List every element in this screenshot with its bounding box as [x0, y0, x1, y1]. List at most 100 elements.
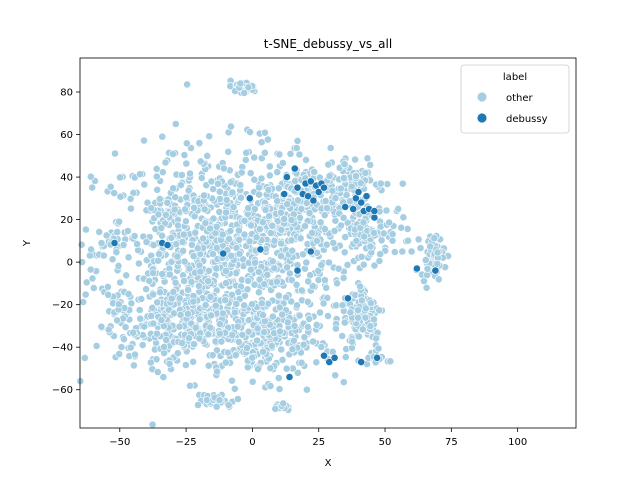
point-other [228, 331, 237, 339]
point-other [270, 236, 279, 245]
point-other [221, 296, 230, 305]
point-other [296, 234, 305, 243]
point-other [305, 209, 314, 217]
point-other [338, 332, 347, 340]
point-other [179, 230, 188, 239]
point-other [213, 367, 221, 376]
point-other [328, 186, 337, 195]
point-other [104, 325, 113, 334]
point-debussy [293, 183, 302, 192]
point-other [86, 265, 95, 274]
point-other [257, 299, 266, 308]
point-other [215, 187, 224, 196]
point-other [390, 248, 399, 256]
point-other [278, 310, 287, 319]
point-other [143, 198, 152, 207]
point-other [397, 223, 406, 232]
point-other [148, 303, 157, 312]
point-other [158, 231, 166, 240]
point-other [212, 346, 221, 355]
point-other [375, 306, 384, 315]
point-other [268, 221, 277, 230]
point-other [422, 283, 431, 292]
point-other [226, 178, 235, 187]
point-other [169, 287, 178, 296]
point-other [219, 309, 227, 318]
point-other [80, 353, 89, 362]
x-axis: −50 −25 0 25 50 75 100 [109, 428, 527, 448]
point-other [243, 285, 252, 294]
point-other [288, 345, 297, 354]
point-other [339, 378, 348, 387]
point-other [162, 336, 171, 344]
point-other [232, 300, 241, 308]
point-other [161, 158, 170, 167]
point-other [104, 282, 112, 291]
point-other [245, 237, 254, 246]
point-other [230, 384, 239, 393]
point-other [266, 382, 275, 390]
point-debussy [357, 198, 366, 207]
point-other [209, 250, 217, 258]
point-debussy [320, 351, 328, 360]
point-other [317, 261, 326, 269]
point-other [433, 248, 442, 257]
point-other [116, 173, 124, 182]
point-other [189, 252, 198, 261]
point-other [244, 204, 253, 213]
point-other [342, 191, 351, 199]
point-other [182, 193, 191, 202]
point-other [248, 377, 257, 386]
point-other [341, 233, 350, 241]
point-other [304, 277, 313, 286]
point-other [180, 277, 188, 285]
point-other [184, 186, 193, 195]
point-other [433, 259, 442, 268]
point-other [212, 264, 221, 273]
point-other [138, 341, 147, 349]
point-other [283, 200, 292, 209]
point-other [239, 255, 248, 264]
point-debussy [325, 358, 334, 366]
point-other [416, 244, 425, 252]
point-other [323, 204, 331, 213]
y-tick-label: −60 [52, 385, 73, 396]
point-other [77, 240, 86, 249]
point-other [290, 321, 299, 330]
point-other [293, 301, 301, 310]
point-other [206, 224, 214, 233]
point-other [388, 230, 397, 239]
point-other [434, 275, 443, 284]
points-layer [76, 76, 452, 429]
point-other [158, 168, 167, 177]
point-other [114, 261, 123, 270]
point-other [261, 205, 270, 214]
point-other [82, 278, 91, 287]
point-other [253, 324, 262, 333]
point-debussy [306, 247, 315, 256]
point-other [283, 263, 291, 272]
point-other [251, 258, 259, 267]
point-other [240, 230, 249, 239]
point-other [324, 160, 333, 169]
point-other [339, 273, 348, 282]
point-other [370, 228, 378, 237]
point-other [222, 208, 230, 217]
point-other [240, 301, 248, 310]
legend-swatch-other [476, 91, 488, 103]
point-debussy [306, 177, 315, 186]
point-other [203, 151, 212, 160]
point-other [351, 172, 360, 180]
point-other [204, 277, 212, 286]
point-other [316, 308, 324, 317]
point-debussy [163, 241, 172, 249]
point-other [126, 204, 135, 213]
point-other [154, 210, 163, 219]
point-other [295, 150, 304, 159]
point-other [155, 194, 164, 203]
point-other [361, 168, 370, 177]
point-other [173, 252, 182, 261]
point-other [110, 189, 119, 197]
point-other [156, 288, 164, 297]
point-other [170, 205, 179, 214]
